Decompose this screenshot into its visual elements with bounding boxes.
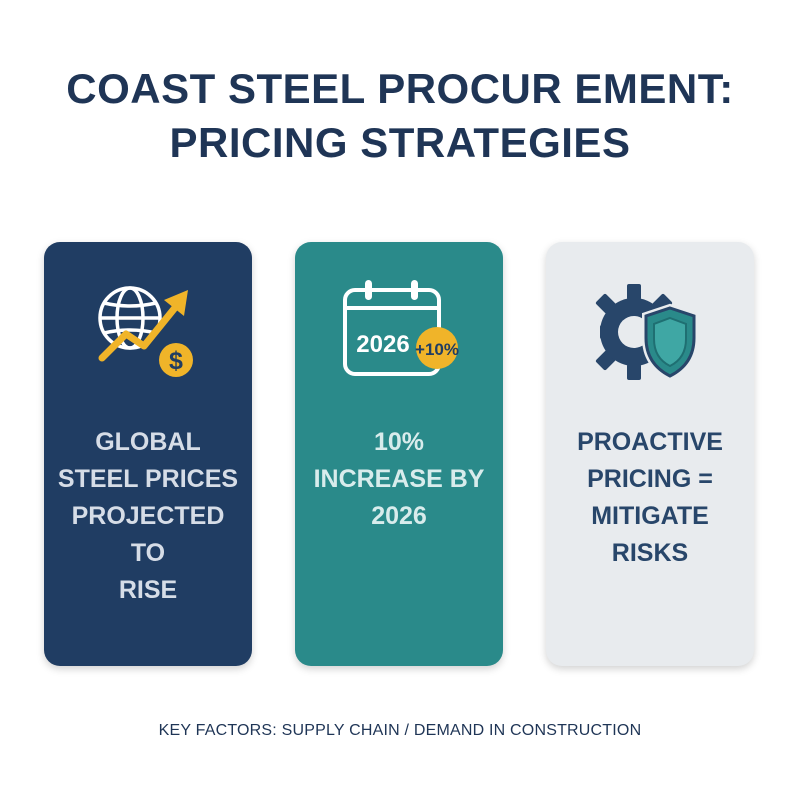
dollar-sign-icon: $ bbox=[169, 347, 183, 375]
increase-badge-text: +10% bbox=[415, 340, 459, 359]
card-3-line: PRICING = bbox=[587, 465, 713, 493]
card-2-line: INCREASE BY bbox=[313, 465, 485, 493]
card-global-steel-prices: $ GLOBAL STEEL PRICES PROJECTED TO RISE bbox=[44, 242, 252, 666]
card-1-line: GLOBAL bbox=[95, 428, 201, 456]
page-title-line-1: COAST STEEL PROCUR EMENT: bbox=[66, 65, 734, 112]
calendar-increase-icon: 2026 +10% bbox=[343, 280, 459, 376]
card-2-line: 2026 bbox=[371, 502, 427, 530]
gear-shield-icon bbox=[595, 284, 698, 381]
card-1-text: GLOBAL STEEL PRICES PROJECTED TO RISE bbox=[54, 424, 242, 609]
globe-trend-dollar-icon: $ bbox=[98, 286, 193, 377]
card-proactive-pricing: PROACTIVE PRICING = MITIGATE RISKS bbox=[546, 242, 754, 666]
card-3-line: PROACTIVE bbox=[577, 428, 723, 456]
card-1-line: STEEL PRICES bbox=[57, 465, 239, 493]
key-factors-footer: KEY FACTORS: SUPPLY CHAIN / DEMAND IN CO… bbox=[158, 722, 642, 739]
card-1-line: PROJECTED TO bbox=[71, 502, 225, 567]
calendar-year-text: 2026 bbox=[356, 331, 409, 358]
card-3-line: MITIGATE RISKS bbox=[591, 502, 709, 567]
page-title: COAST STEEL PROCUR EMENT: PRICING STRATE… bbox=[0, 62, 800, 170]
card-3-text: PROACTIVE PRICING = MITIGATE RISKS bbox=[556, 424, 744, 572]
card-1-line: RISE bbox=[118, 576, 178, 604]
card-price-increase: 2026 +10% 10% INCREASE BY 2026 bbox=[295, 242, 503, 666]
card-2-line: 10% bbox=[373, 428, 425, 456]
page-title-line-2: PRICING STRATEGIES bbox=[169, 119, 631, 166]
card-2-text: 10% INCREASE BY 2026 bbox=[305, 424, 493, 535]
